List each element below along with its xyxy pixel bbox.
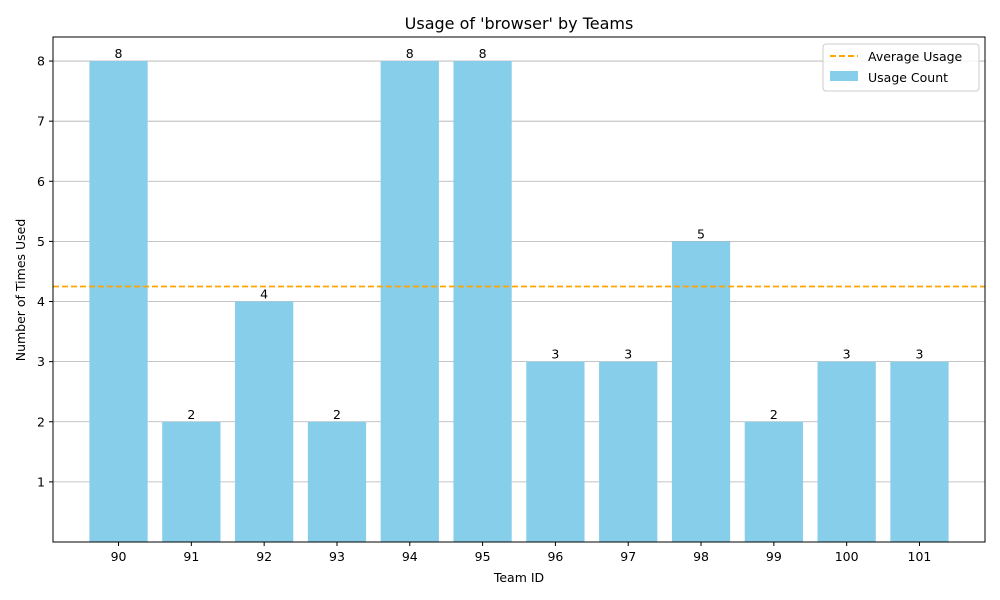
bar-value-label: 2 [187, 407, 195, 422]
y-tick-label: 2 [37, 414, 45, 429]
x-tick-label: 100 [835, 549, 859, 564]
bar [890, 361, 949, 542]
bar [817, 361, 876, 542]
y-tick-label: 6 [37, 174, 45, 189]
bar [599, 361, 658, 542]
x-axis-ticks: 90 91 92 93 94 95 96 97 98 99 100 101 [111, 542, 932, 564]
bar [162, 421, 221, 542]
bar-value-label: 3 [624, 347, 632, 362]
legend: Average Usage Usage Count [822, 43, 980, 92]
bar-value-label: 5 [697, 226, 705, 241]
x-tick-label: 98 [693, 549, 709, 564]
x-tick-label: 93 [329, 549, 345, 564]
bar-value-label: 2 [770, 407, 778, 422]
x-tick-label: 94 [402, 549, 418, 564]
y-tick-label: 4 [37, 294, 45, 309]
x-tick-label: 101 [908, 549, 932, 564]
bar [89, 61, 148, 543]
bar-value-label: 4 [260, 287, 268, 302]
bar-value-label: 8 [406, 46, 414, 61]
legend-average-label: Average Usage [868, 49, 963, 64]
y-tick-label: 8 [37, 54, 45, 69]
x-tick-label: 95 [475, 549, 491, 564]
bar [744, 421, 803, 542]
x-tick-label: 91 [183, 549, 199, 564]
plot-frame [52, 36, 986, 543]
bar [307, 421, 367, 542]
y-tick-label: 7 [37, 114, 45, 129]
y-axis-ticks: 1 2 3 4 5 6 7 8 [37, 54, 53, 489]
x-tick-label: 92 [256, 549, 272, 564]
x-tick-label: 99 [766, 549, 782, 564]
legend-usage-label: Usage Count [868, 70, 948, 85]
bar [671, 241, 731, 542]
bar-value-label: 3 [551, 347, 559, 362]
bar [235, 301, 294, 542]
chart-title: Usage of 'browser' by Teams [405, 14, 634, 33]
x-tick-label: 90 [111, 549, 127, 564]
bar-value-label: 2 [333, 407, 341, 422]
bar-value-label: 8 [479, 46, 487, 61]
bar-value-label: 3 [843, 347, 851, 362]
bar [380, 61, 439, 543]
y-axis-label: Number of Times Used [13, 219, 28, 362]
x-tick-label: 97 [620, 549, 636, 564]
bar-value-label: 8 [115, 46, 123, 61]
legend-frame [822, 43, 980, 92]
bar [526, 361, 585, 542]
legend-usage-swatch [830, 71, 858, 81]
y-tick-label: 1 [37, 474, 45, 489]
bars-group: 8 2 4 2 8 8 3 3 5 2 3 3 [89, 46, 949, 543]
y-tick-label: 3 [37, 354, 45, 369]
x-tick-label: 96 [547, 549, 563, 564]
y-tick-label: 5 [37, 234, 45, 249]
bar-value-label: 3 [915, 347, 923, 362]
bar [453, 61, 512, 543]
x-axis-label: Team ID [493, 570, 544, 585]
